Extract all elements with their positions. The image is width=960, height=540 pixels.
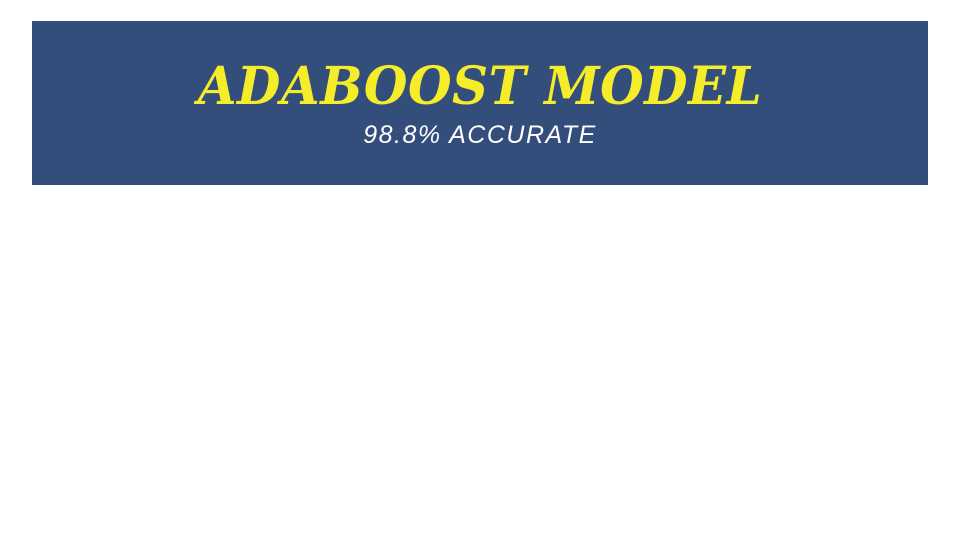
slide-body [32,200,928,520]
title-banner: ADABOOST MODEL 98.8% ACCURATE [32,21,928,185]
slide-subtitle: 98.8% ACCURATE [363,121,597,149]
slide-title: ADABOOST MODEL [197,54,763,117]
